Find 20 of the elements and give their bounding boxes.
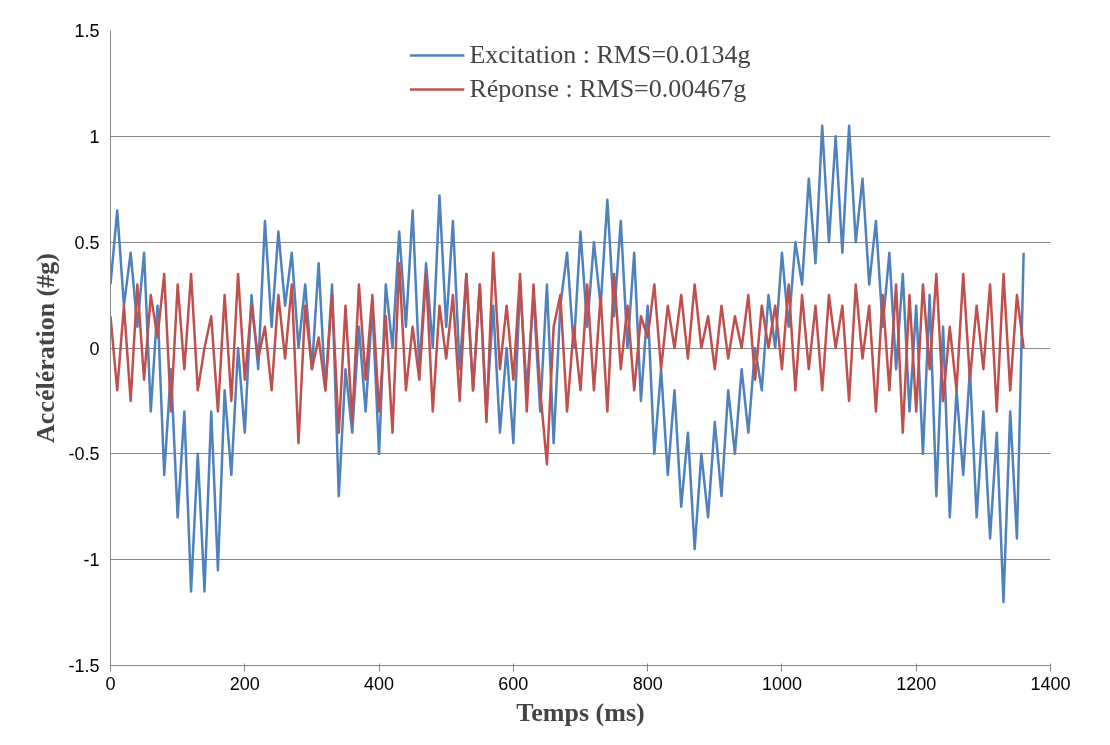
x-tick-label: 200 [229,673,260,694]
y-tick-label: 1 [89,126,100,147]
x-tick-label: 1200 [896,673,937,694]
y-tick-label: -1 [83,550,100,571]
x-axis-title: Temps (ms) [516,697,645,727]
y-tick-label: 1.5 [74,21,100,41]
x-tick-label: 600 [498,673,529,694]
x-tick-label: 1400 [1030,673,1071,694]
y-tick-label: -0.5 [68,444,100,465]
legend-label: Excitation : RMS=0.0134g [469,40,751,70]
x-tick-label: 1000 [761,673,802,694]
line-series [110,251,1025,466]
x-tick-label: 800 [632,673,663,694]
y-tick-label: 0.5 [74,232,100,253]
y-tick-label: -1.5 [68,656,100,676]
y-tick-label: 0 [89,338,100,359]
x-tick-label: 0 [105,673,116,694]
y-axis-title: Accélération (#g) [31,253,61,443]
x-tick-label: 400 [364,673,395,694]
legend-label: Réponse : RMS=0.00467g [469,74,747,104]
